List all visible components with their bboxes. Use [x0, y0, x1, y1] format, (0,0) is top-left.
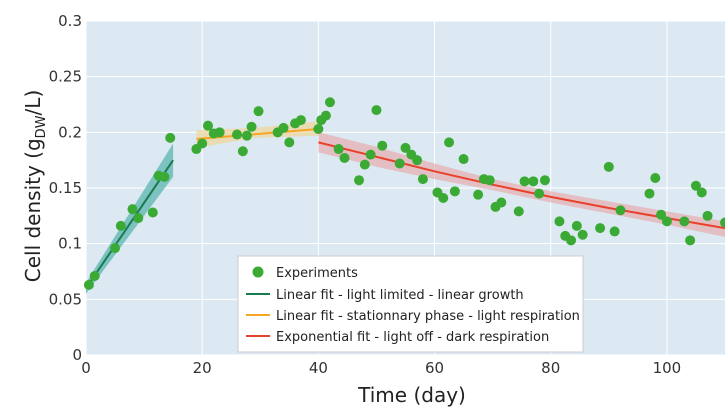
data-point	[449, 186, 460, 197]
data-point	[278, 122, 289, 133]
data-point	[615, 205, 626, 216]
data-point	[603, 161, 614, 172]
data-point	[324, 97, 335, 108]
legend-marker-experiments	[252, 266, 264, 278]
data-point	[339, 152, 350, 163]
data-point	[679, 216, 690, 227]
data-point	[354, 175, 365, 186]
data-point	[147, 207, 158, 218]
data-point	[566, 235, 577, 246]
x-tick-label: 20	[193, 359, 212, 377]
y-tick-label: 0.05	[49, 290, 82, 308]
tick-labels: 0 20 40 60 80 100 0 0.05 0.1 0.15 0.2 0.25 0.3	[49, 12, 682, 377]
data-point	[417, 174, 428, 185]
data-point	[284, 137, 295, 148]
data-point	[484, 175, 495, 186]
y-tick-label: 0.25	[49, 68, 82, 86]
y-tick-label: 0.2	[58, 123, 82, 141]
data-point	[690, 180, 701, 191]
legend-box	[237, 255, 584, 353]
data-point	[197, 138, 208, 149]
data-point	[534, 188, 545, 199]
data-point	[438, 193, 449, 204]
data-point	[661, 216, 672, 227]
data-point	[609, 226, 620, 237]
data-point	[577, 229, 588, 240]
x-tick-label: 0	[81, 359, 91, 377]
legend-label-experiments: Experiments	[276, 266, 358, 281]
y-axis-title-suffix: /L)	[21, 90, 45, 116]
data-point	[359, 159, 370, 170]
data-point	[133, 213, 144, 224]
data-point	[115, 220, 126, 231]
data-point	[83, 279, 94, 290]
data-point	[702, 210, 713, 221]
legend: Experiments Linear fit - light limited -…	[237, 255, 584, 353]
data-point	[313, 123, 324, 134]
y-axis-title-subscript: DW	[34, 115, 49, 138]
data-point	[496, 197, 507, 208]
data-point	[473, 189, 484, 200]
data-point	[237, 146, 248, 157]
data-point	[202, 120, 213, 131]
data-point	[232, 129, 243, 140]
data-point	[458, 154, 469, 165]
data-point	[685, 235, 696, 246]
data-point	[595, 223, 606, 234]
data-point	[377, 140, 388, 151]
y-tick-label: 0	[72, 346, 82, 364]
x-tick-label: 40	[309, 359, 328, 377]
data-point	[539, 175, 550, 186]
data-point	[444, 137, 455, 148]
y-tick-label: 0.3	[58, 12, 82, 30]
data-point	[320, 110, 331, 121]
data-point	[110, 243, 121, 254]
fit-line-linear-growth	[85, 159, 174, 289]
x-tick-label: 100	[653, 359, 682, 377]
data-point	[241, 130, 252, 141]
data-point	[513, 206, 524, 217]
data-point	[89, 270, 100, 281]
y-tick-label: 0.15	[49, 179, 82, 197]
data-point	[214, 127, 225, 138]
data-point	[333, 144, 344, 155]
legend-label-linear-growth: Linear fit - light limited - linear grow…	[276, 288, 524, 303]
y-axis-title: Cell density (gDW/L)	[21, 90, 49, 283]
data-point	[365, 149, 376, 160]
grid	[85, 20, 725, 356]
data-point	[720, 217, 725, 228]
data-point	[519, 176, 530, 187]
x-axis-title: Time (day)	[357, 383, 466, 407]
y-tick-label: 0.1	[58, 235, 82, 253]
data-point	[554, 216, 565, 227]
data-point	[253, 106, 264, 117]
data-point	[159, 171, 170, 182]
data-point	[394, 158, 405, 169]
y-axis-title-main: Cell density (g	[21, 138, 45, 282]
data-point	[400, 142, 411, 153]
data-point	[127, 204, 138, 215]
data-point	[246, 121, 257, 132]
x-tick-label: 60	[425, 359, 444, 377]
data-points	[83, 97, 725, 290]
data-point	[295, 115, 306, 126]
data-point	[644, 188, 655, 199]
data-point	[165, 132, 176, 143]
data-point	[412, 155, 423, 166]
data-point	[656, 209, 667, 220]
data-point	[528, 176, 539, 187]
data-point	[571, 220, 582, 231]
x-tick-label: 80	[541, 359, 560, 377]
data-point	[650, 172, 661, 183]
legend-label-dark-respiration: Exponential fit - light off - dark respi…	[276, 330, 549, 345]
data-point	[371, 105, 382, 116]
legend-label-stationary: Linear fit - stationnary phase - light r…	[276, 309, 580, 324]
data-point	[696, 187, 707, 198]
